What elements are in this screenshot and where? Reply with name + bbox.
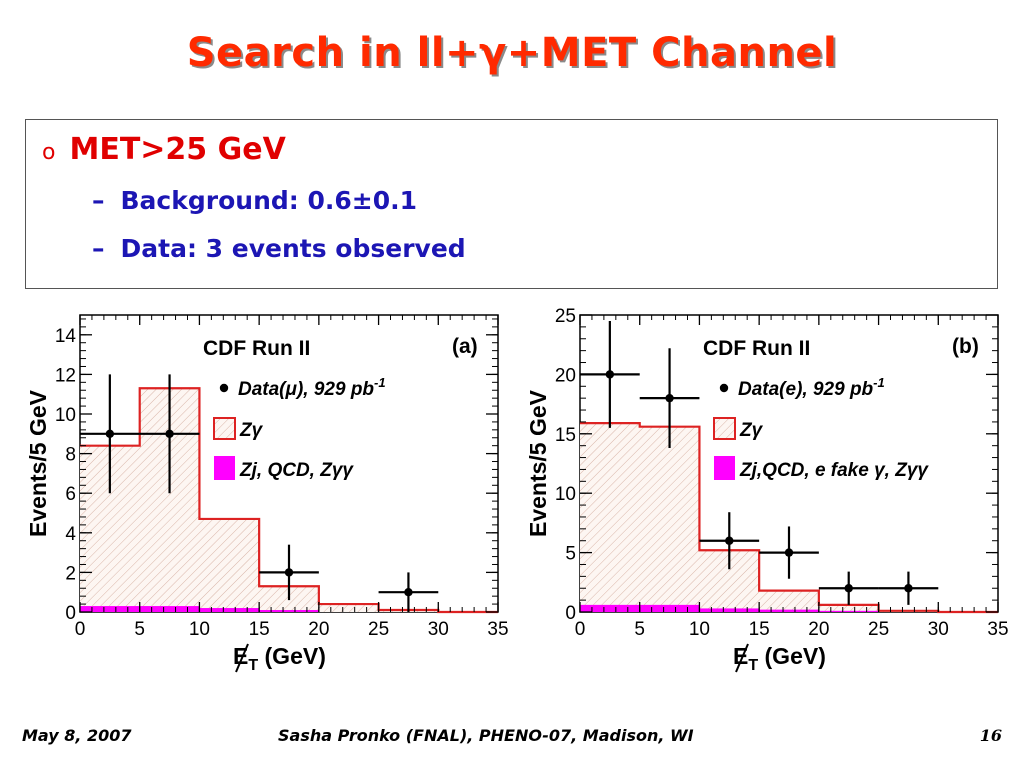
legend-data-marker [719,383,729,393]
legend-background-swatch [214,456,235,480]
data-point [284,568,294,577]
y-tick-label: 0 [565,603,576,624]
y-tick-label: 0 [65,603,76,624]
chart-title: CDF Run II [203,337,310,360]
bullet-text: MET>25 GeV [69,132,286,167]
data-point [844,584,853,593]
x-label-unit: (GeV) [758,643,826,669]
dash-marker: – [92,186,105,215]
sub-bullet-text: Background: 0.6±0.1 [120,186,417,215]
x-tick-label: 35 [487,619,508,640]
legend-background-label: Zj,QCD, e fake γ, Zγγ [739,460,929,481]
x-tick-label: 0 [575,619,586,640]
dash-marker: – [92,234,105,263]
histogram-panel-a: 0 5 10 15 20 25 30 35 0 2 4 6 8 10 12 14 CDF Run II (a) Da… [25,314,509,674]
background-bar [639,604,700,612]
x-axis-label: ET (GeV) [733,643,826,674]
bullet-marker: o [42,140,56,165]
x-tick-label: 25 [368,619,389,640]
y-tick-label: 5 [565,544,576,565]
slide-title: Search in ll+γ+MET Channel [186,30,838,76]
y-axis-label: Events/5 GeV [25,389,51,537]
x-label-e: E [733,643,748,669]
data-point [725,536,734,545]
x-tick-label: 15 [249,619,270,640]
background-bar [139,606,200,612]
footer-date: May 8, 2007 [22,726,132,745]
background-bar [580,604,640,612]
y-tick-label: 4 [65,524,76,545]
y-axis-label: Events/5 GeV [525,389,551,537]
sub-bullet-background: – Background: 0.6±0.1 [92,186,417,215]
zgamma-fill [80,388,498,612]
bullet-box: o MET>25 GeV – Background: 0.6±0.1 – Data: … [25,119,998,289]
data-point [105,429,115,438]
panel-label: (a) [452,335,478,358]
page-number: 16 [979,726,1002,745]
legend-background-label: Zj, QCD, Zγγ [239,460,354,481]
legend-data-label: Data(μ), 929 pb-1 [238,375,386,400]
x-tick-label: 30 [428,619,449,640]
y-tick-label: 15 [555,425,576,446]
background-bar [818,610,879,612]
y-tick-label: 20 [555,365,576,386]
background-bar [199,608,260,612]
y-tick-label: 12 [55,365,76,386]
data-point [784,548,794,557]
bullet-line: o MET>25 GeV [42,132,286,167]
x-tick-label: 5 [134,619,145,640]
x-tick-label: 5 [634,619,645,640]
background-bar [759,609,819,612]
y-tick-label: 25 [555,306,576,327]
x-tick-label: 15 [749,619,770,640]
data-point [904,584,913,593]
legend-zgamma-swatch [213,417,236,440]
data-point [165,429,174,438]
x-label-e: E [233,643,248,669]
y-tick-label: 10 [55,405,76,426]
legend-superscript: -1 [374,375,386,390]
chart-title: CDF Run II [703,337,810,360]
panel-label: (b) [952,335,979,358]
data-point [665,393,674,403]
legend-zgamma-swatch [713,417,736,440]
sub-bullet-data: – Data: 3 events observed [92,234,466,263]
y-tick-label: 14 [55,326,77,347]
x-label-sub: T [248,657,258,674]
background-bar [80,606,140,612]
legend-data-label: Data(e), 929 pb-1 [738,375,885,400]
y-tick-label: 2 [65,563,76,584]
data-point [605,370,615,379]
x-label-sub: T [748,657,758,674]
histogram-panel-b: 0 5 10 15 20 25 30 35 0 5 10 15 20 25 CDF Run II (b) Dat… [525,306,1009,674]
sub-bullet-text: Data: 3 events observed [120,234,466,263]
legend-zgamma-label: Zγ [239,420,264,441]
y-tick-label: 10 [555,484,576,505]
legend-zgamma-label: Zγ [739,420,764,441]
x-tick-label: 10 [189,619,210,640]
y-tick-label: 6 [65,484,76,505]
x-tick-label: 20 [808,619,829,640]
footer-author: Sasha Pronko (FNAL), PHENO-07, Madison, … [278,726,694,745]
y-tick-label: 8 [65,445,76,466]
zgamma-fill [580,423,998,612]
background-bar [259,610,319,612]
zgamma-outline [580,422,998,614]
legend-background-swatch [714,456,735,480]
x-tick-label: 0 [75,619,86,640]
x-label-slash [235,643,249,673]
x-tick-label: 20 [308,619,329,640]
x-label-slash [735,643,749,673]
x-tick-label: 30 [928,619,949,640]
x-tick-label: 35 [987,619,1008,640]
x-label-unit: (GeV) [258,643,326,669]
legend-data-marker [219,383,229,393]
legend-superscript: -1 [873,375,885,390]
background-bar [699,608,760,612]
x-axis-label: ET (GeV) [233,643,326,674]
x-tick-label: 10 [689,619,710,640]
data-point [404,588,413,597]
x-tick-label: 25 [868,619,889,640]
